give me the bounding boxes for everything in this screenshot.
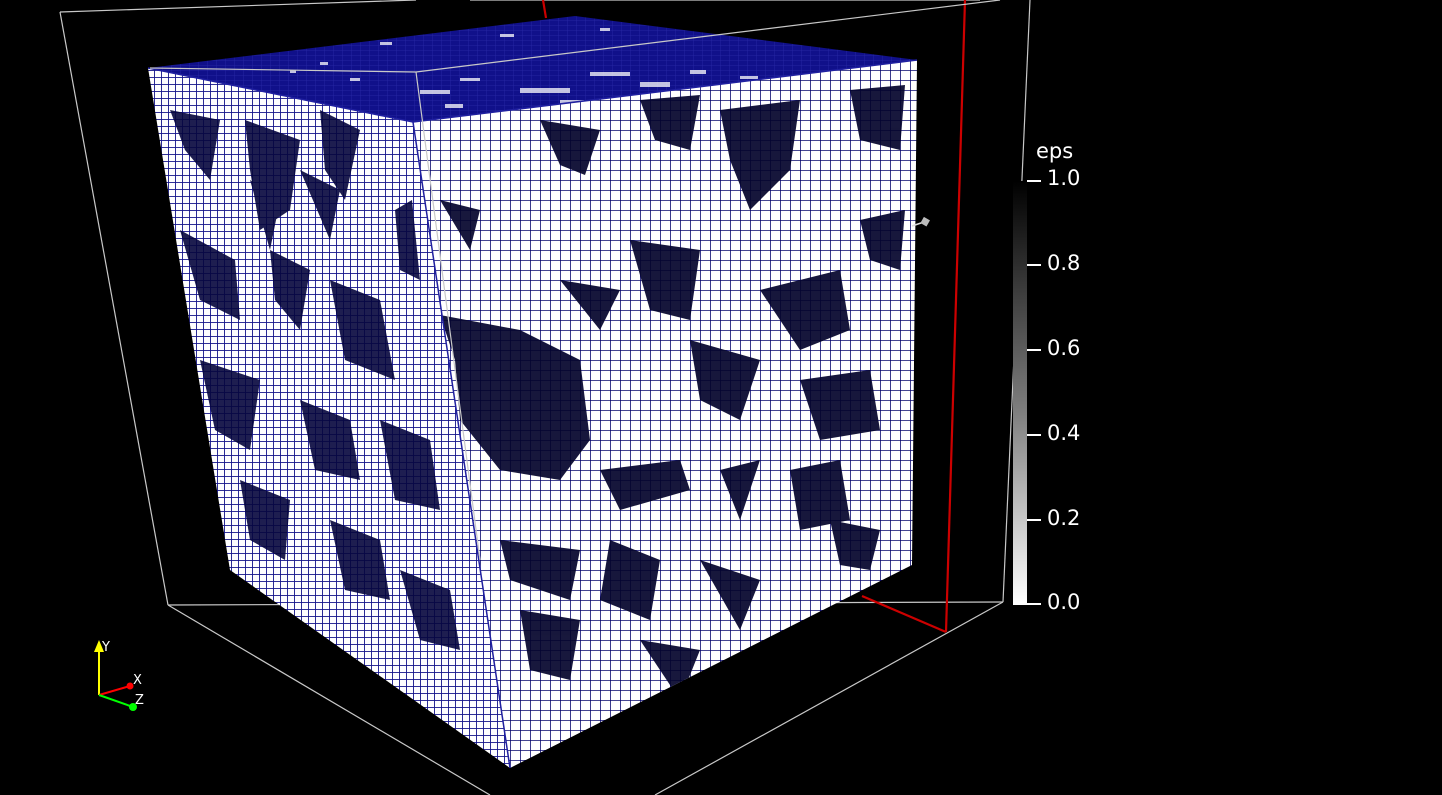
- axis-label-z: Z: [135, 693, 144, 708]
- colorbar-tick: [1027, 180, 1041, 182]
- pick-cursor-icon: [911, 216, 930, 227]
- side-face-pores: [170, 110, 460, 650]
- colorbar-tick: [1027, 264, 1041, 266]
- cube-front-face: [413, 60, 917, 768]
- colorbar-gradient: [1013, 181, 1027, 605]
- colorbar-title: eps: [1036, 139, 1074, 163]
- colorbar-tick-label: 0.6: [1047, 336, 1081, 360]
- cube-top-face: [148, 16, 917, 122]
- colorbar-tick: [1027, 603, 1041, 605]
- orientation-axes-widget: Y X Z: [94, 640, 144, 711]
- colorbar-tick-label: 0.0: [1047, 590, 1081, 614]
- colorbar-tick-label: 0.8: [1047, 251, 1081, 275]
- axis-label-x: X: [133, 673, 142, 688]
- colorbar-tick: [1027, 434, 1041, 436]
- colorbar-tick: [1027, 519, 1041, 521]
- bounding-box-front: [149, 0, 1001, 561]
- colorbar-tick-label: 0.2: [1047, 506, 1081, 530]
- colorbar-tick-label: 0.4: [1047, 421, 1081, 445]
- cube-edges: [147, 59, 918, 769]
- colorbar-tick: [1027, 349, 1041, 351]
- axis-label-y: Y: [101, 640, 110, 655]
- front-face-pores: [440, 85, 905, 700]
- colorbar-tick-label: 1.0: [1047, 166, 1081, 190]
- highlight-edges: [541, 0, 967, 634]
